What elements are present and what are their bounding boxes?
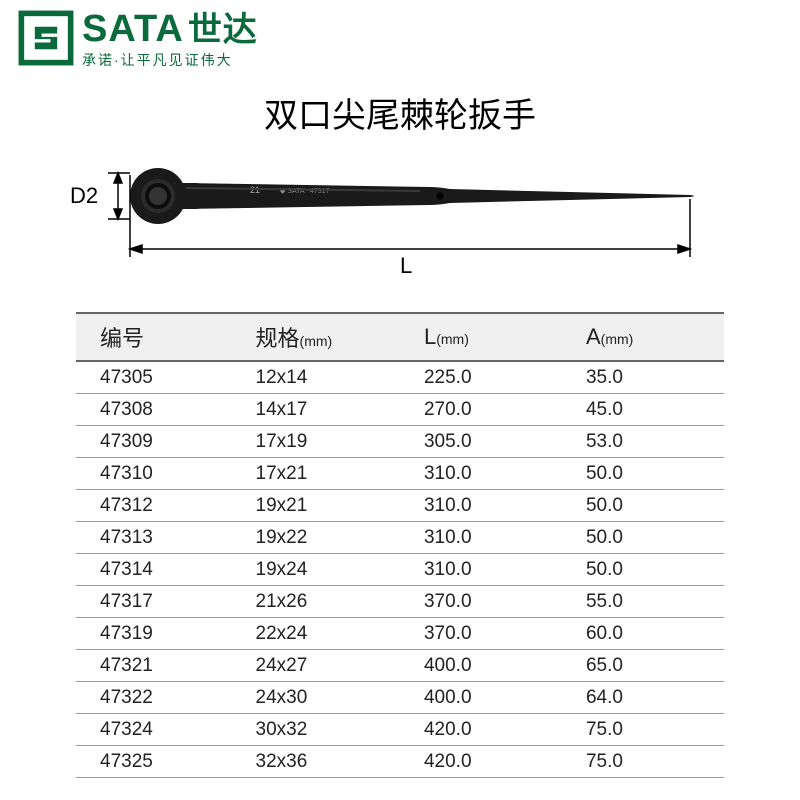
- table-cell: 310.0: [400, 522, 562, 554]
- table-cell: 420.0: [400, 746, 562, 778]
- table-cell: 75.0: [562, 714, 724, 746]
- table-row: 4730917x19305.053.0: [76, 426, 724, 458]
- table-cell: 370.0: [400, 586, 562, 618]
- table-cell: 19x21: [232, 490, 400, 522]
- table-cell: 47305: [76, 361, 232, 394]
- table-cell: 50.0: [562, 490, 724, 522]
- table-cell: 17x21: [232, 458, 400, 490]
- col-header-l: L(mm): [400, 314, 562, 361]
- product-title: 双口尖尾棘轮扳手: [0, 88, 800, 137]
- table-cell: 310.0: [400, 554, 562, 586]
- table-row: 4731922x24370.060.0: [76, 618, 724, 650]
- table-row: 4731319x22310.050.0: [76, 522, 724, 554]
- table-cell: 14x17: [232, 394, 400, 426]
- brand-name-cn: 世达: [188, 13, 258, 47]
- table-row: 4732124x27400.065.0: [76, 650, 724, 682]
- spec-table: 编号 规格(mm) L(mm) A(mm) 4730512x14225.035.…: [76, 312, 724, 778]
- table-cell: 24x27: [232, 650, 400, 682]
- table-cell: 55.0: [562, 586, 724, 618]
- d2-label: D2: [70, 183, 98, 208]
- table-row: 4732430x32420.075.0: [76, 714, 724, 746]
- col-header-spec: 规格(mm): [232, 314, 400, 361]
- table-cell: 75.0: [562, 746, 724, 778]
- table-cell: 47324: [76, 714, 232, 746]
- table-cell: 24x30: [232, 682, 400, 714]
- table-cell: 17x19: [232, 426, 400, 458]
- table-cell: 47322: [76, 682, 232, 714]
- table-cell: 45.0: [562, 394, 724, 426]
- brand-name-en: SATA: [82, 10, 184, 48]
- table-cell: 50.0: [562, 554, 724, 586]
- table-cell: 47317: [76, 586, 232, 618]
- table-cell: 400.0: [400, 650, 562, 682]
- table-cell: 60.0: [562, 618, 724, 650]
- table-cell: 53.0: [562, 426, 724, 458]
- table-cell: 310.0: [400, 458, 562, 490]
- table-header-row: 编号 规格(mm) L(mm) A(mm): [76, 314, 724, 361]
- table-cell: 47310: [76, 458, 232, 490]
- table-cell: 19x24: [232, 554, 400, 586]
- table-cell: 65.0: [562, 650, 724, 682]
- table-cell: 47319: [76, 618, 232, 650]
- wrench-icon: 21 ◆ SATA 47317: [130, 168, 694, 224]
- table-row: 4731017x21310.050.0: [76, 458, 724, 490]
- table-cell: 50.0: [562, 458, 724, 490]
- table-cell: 370.0: [400, 618, 562, 650]
- table-cell: 32x36: [232, 746, 400, 778]
- table-cell: 35.0: [562, 361, 724, 394]
- sata-logo-icon: [18, 10, 74, 66]
- table-cell: 64.0: [562, 682, 724, 714]
- table-row: 4731219x21310.050.0: [76, 490, 724, 522]
- table-cell: 47321: [76, 650, 232, 682]
- table-cell: 310.0: [400, 490, 562, 522]
- brand-name: SATA 世达: [82, 10, 258, 48]
- table-cell: 19x22: [232, 522, 400, 554]
- svg-text:21: 21: [250, 185, 260, 195]
- l-label: L: [400, 253, 412, 278]
- table-cell: 47309: [76, 426, 232, 458]
- table-cell: 47314: [76, 554, 232, 586]
- brand-tagline: 承诺·让平凡见证伟大: [82, 50, 258, 70]
- table-cell: 30x32: [232, 714, 400, 746]
- table-row: 4730814x17270.045.0: [76, 394, 724, 426]
- table-row: 4732224x30400.064.0: [76, 682, 724, 714]
- table-cell: 400.0: [400, 682, 562, 714]
- brand-logo: SATA 世达 承诺·让平凡见证伟大: [18, 10, 258, 70]
- table-row: 4730512x14225.035.0: [76, 361, 724, 394]
- table-cell: 47325: [76, 746, 232, 778]
- table-cell: 47308: [76, 394, 232, 426]
- table-row: 4732532x36420.075.0: [76, 746, 724, 778]
- table-cell: 47312: [76, 490, 232, 522]
- product-diagram: D2 21 ◆ SATA 47317: [70, 145, 730, 295]
- table-cell: 420.0: [400, 714, 562, 746]
- table-cell: 12x14: [232, 361, 400, 394]
- table-cell: 21x26: [232, 586, 400, 618]
- table-cell: 47313: [76, 522, 232, 554]
- table-row: 4731419x24310.050.0: [76, 554, 724, 586]
- table-cell: 225.0: [400, 361, 562, 394]
- table-row: 4731721x26370.055.0: [76, 586, 724, 618]
- table-cell: 270.0: [400, 394, 562, 426]
- col-header-a: A(mm): [562, 314, 724, 361]
- table-cell: 305.0: [400, 426, 562, 458]
- col-header-id: 编号: [76, 314, 232, 361]
- table-cell: 50.0: [562, 522, 724, 554]
- table-cell: 22x24: [232, 618, 400, 650]
